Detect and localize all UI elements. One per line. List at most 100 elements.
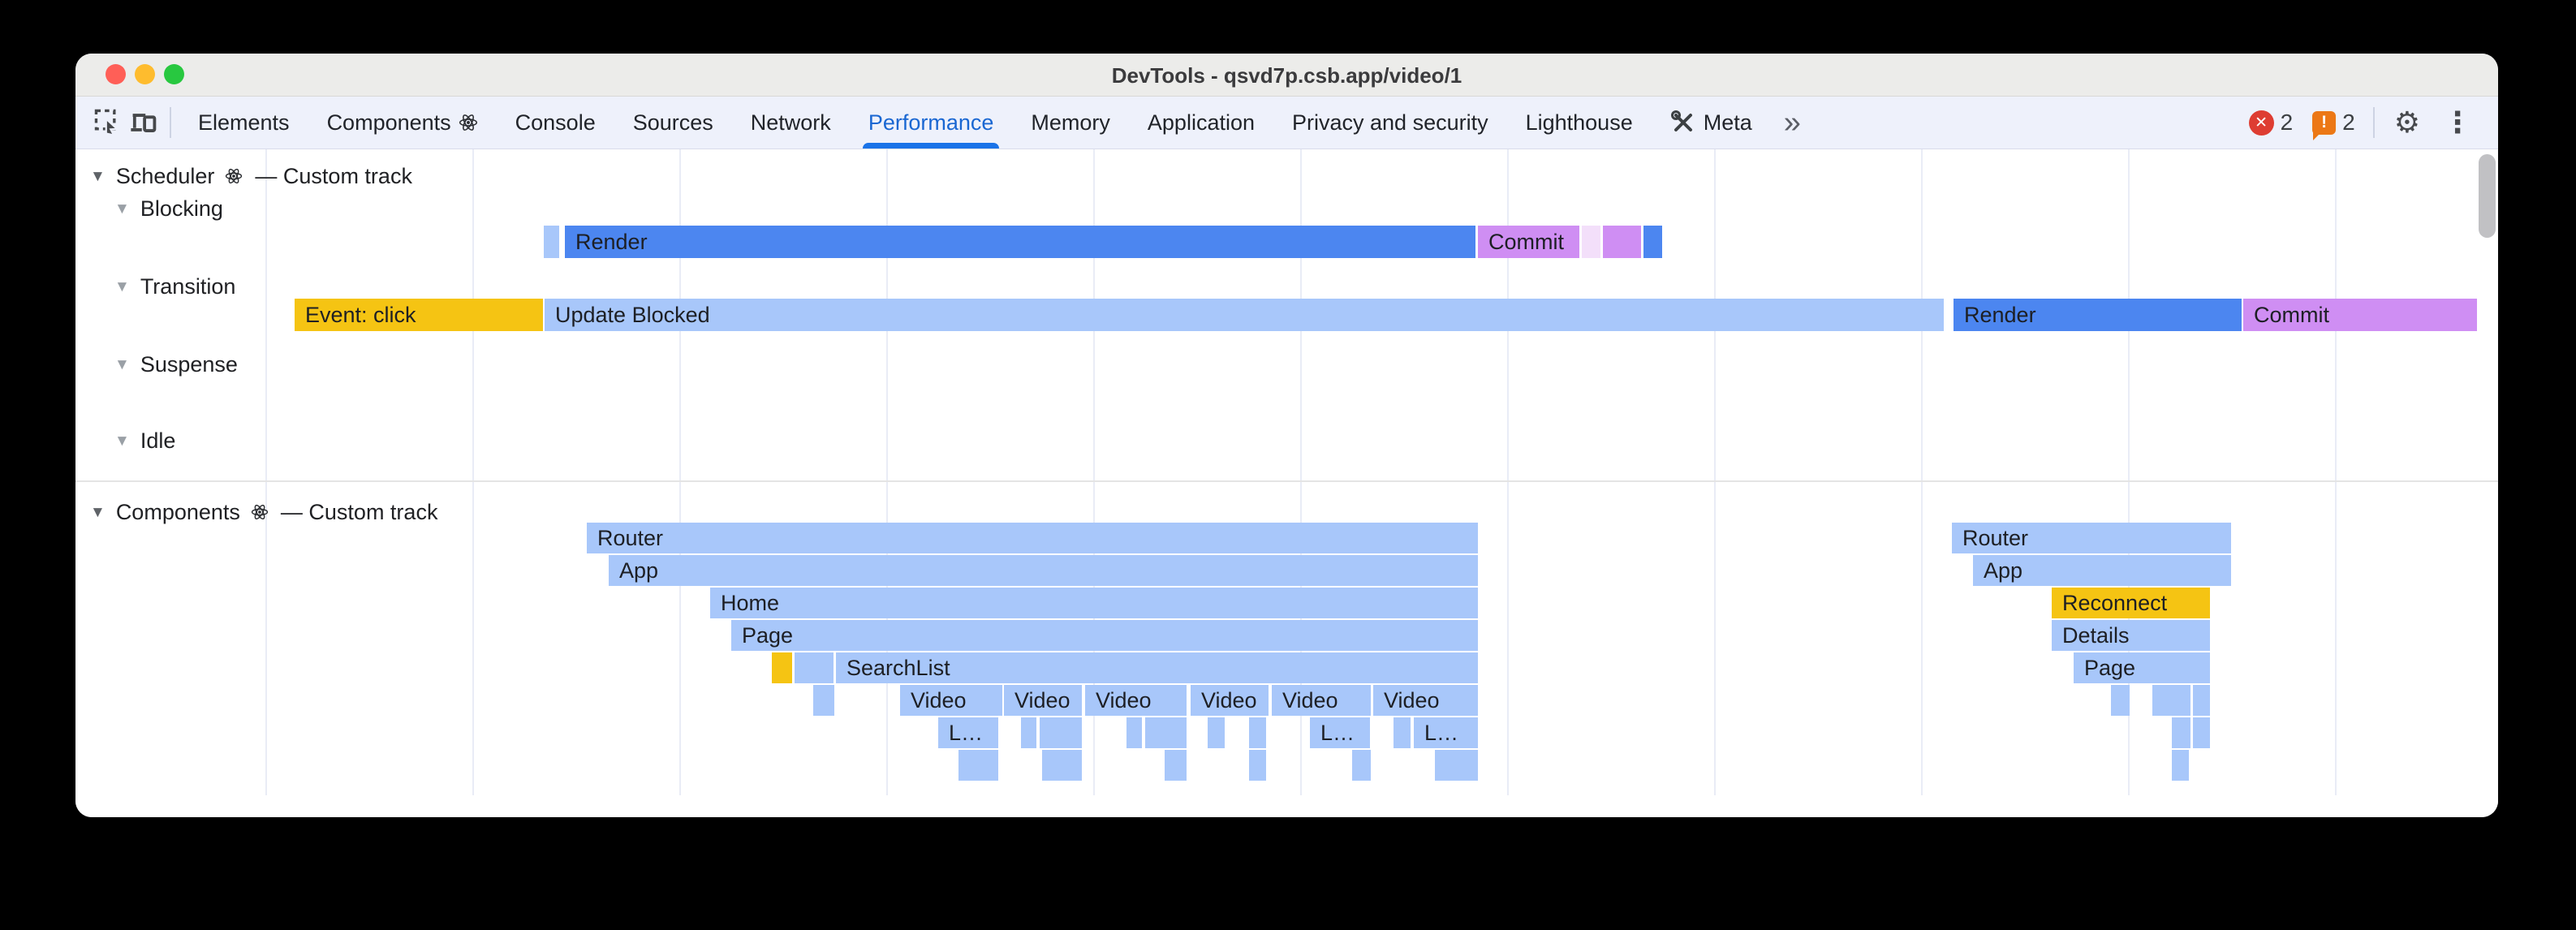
tab-performance[interactable]: Performance — [850, 97, 1013, 149]
traffic-light-minimize-button[interactable] — [135, 64, 155, 84]
tab-label: Performance — [868, 110, 994, 135]
flame-bar-video[interactable]: Video — [1004, 685, 1082, 716]
kebab-menu-icon[interactable]: ⋮ — [2443, 105, 2472, 139]
gridline — [1921, 149, 1923, 795]
window-title: DevTools - qsvd7p.csb.app/video/1 — [1111, 63, 1462, 88]
collapse-arrow-icon[interactable]: ▼ — [114, 278, 130, 295]
flame-bar[interactable] — [1145, 717, 1187, 748]
track-label-tail: — Custom track — [255, 163, 412, 188]
flame-bar[interactable] — [1249, 717, 1266, 748]
flame-bar-searchlist[interactable]: SearchList — [836, 652, 1478, 683]
collapse-arrow-icon[interactable]: ▼ — [90, 504, 106, 521]
inspect-element-icon[interactable] — [90, 105, 126, 140]
tab-privacy-and-security[interactable]: Privacy and security — [1273, 97, 1507, 149]
flame-bar-home[interactable]: Home — [710, 588, 1478, 618]
flame-bar-video[interactable]: Video — [1373, 685, 1478, 716]
flame-bar[interactable] — [958, 750, 998, 781]
tab-console[interactable]: Console — [497, 97, 614, 149]
flame-bar-l[interactable]: L… — [938, 717, 998, 748]
tab-elements[interactable]: Elements — [179, 97, 308, 149]
tab-meta[interactable]: Meta — [1652, 97, 1771, 149]
flame-bar-l[interactable]: L… — [1310, 717, 1370, 748]
device-toolbar-icon[interactable] — [126, 105, 162, 140]
flame-bar[interactable] — [1021, 717, 1036, 748]
flame-bar-page[interactable]: Page — [2074, 652, 2210, 683]
tab-memory[interactable]: Memory — [1012, 97, 1129, 149]
track-label-text: Blocking — [140, 196, 223, 221]
flame-bar[interactable] — [2111, 685, 2130, 716]
flame-bar[interactable] — [2193, 717, 2210, 748]
flame-bar[interactable] — [1352, 750, 1371, 781]
tab-network[interactable]: Network — [732, 97, 850, 149]
flame-bar[interactable] — [1040, 717, 1082, 748]
flame-bar[interactable] — [2152, 685, 2190, 716]
devtools-toolbar: Elements Components Console Sources Network P… — [75, 97, 2498, 149]
flame-bar[interactable] — [1126, 717, 1142, 748]
flame-bar-render[interactable]: Render — [565, 226, 1475, 258]
track-label-idle[interactable]: ▼ Idle — [114, 427, 175, 454]
flame-bar[interactable] — [2172, 750, 2189, 781]
gridline — [1507, 149, 1509, 795]
collapse-arrow-icon[interactable]: ▼ — [90, 168, 106, 185]
track-content: ▼ Scheduler — Custom track ▼ Blocking ▼ Transi… — [75, 149, 2498, 817]
tab-label: Network — [750, 110, 831, 135]
flame-bar-commit[interactable]: Commit — [1478, 226, 1579, 258]
flame-bar-video[interactable]: Video — [1191, 685, 1269, 716]
flame-bar-reconnect[interactable]: Reconnect — [2052, 588, 2210, 618]
flame-bar[interactable] — [1208, 717, 1225, 748]
flame-bar-event-click[interactable]: Event: click — [295, 299, 543, 331]
flame-bar-video[interactable]: Video — [1085, 685, 1187, 716]
flame-bar-l[interactable]: L… — [1414, 717, 1478, 748]
flame-bar-render[interactable]: Render — [1954, 299, 2242, 331]
traffic-light-close-button[interactable] — [106, 64, 126, 84]
atom-icon — [226, 168, 243, 184]
track-separator — [75, 480, 2498, 482]
more-tabs-chevron-icon[interactable]: » — [1783, 105, 1801, 140]
flame-bar[interactable] — [772, 652, 792, 683]
flame-bar-commit[interactable]: Commit — [2243, 299, 2477, 331]
settings-gear-icon[interactable]: ⚙ — [2393, 105, 2420, 139]
flame-bar[interactable] — [1435, 750, 1478, 781]
track-label-suspense[interactable]: ▼ Suspense — [114, 351, 238, 378]
flame-bar[interactable] — [2172, 717, 2190, 748]
flame-bar-page[interactable]: Page — [731, 620, 1478, 651]
atom-icon — [459, 114, 477, 131]
flame-bar[interactable] — [795, 652, 834, 683]
tab-components[interactable]: Components — [308, 97, 497, 149]
flame-bar[interactable] — [1582, 226, 1600, 258]
flame-bar-details[interactable]: Details — [2052, 620, 2210, 651]
tab-lighthouse[interactable]: Lighthouse — [1507, 97, 1652, 149]
collapse-arrow-icon[interactable]: ▼ — [114, 200, 130, 217]
tab-sources[interactable]: Sources — [614, 97, 732, 149]
flame-bar-app[interactable]: App — [1973, 555, 2231, 586]
traffic-light-zoom-button[interactable] — [164, 64, 184, 84]
tab-application[interactable]: Application — [1129, 97, 1273, 149]
flame-bar[interactable] — [1249, 750, 1266, 781]
error-badge[interactable]: ✕ 2 — [2248, 110, 2293, 136]
flame-bar[interactable] — [544, 226, 559, 258]
flame-bar[interactable] — [1042, 750, 1082, 781]
gridline — [2335, 149, 2337, 795]
collapse-arrow-icon[interactable]: ▼ — [114, 433, 130, 450]
flame-bar-router[interactable]: Router — [587, 523, 1478, 553]
track-label-scheduler[interactable]: ▼ Scheduler — Custom track — [90, 162, 412, 190]
flame-bar-update-blocked[interactable]: Update Blocked — [545, 299, 1944, 331]
flame-bar-video[interactable]: Video — [900, 685, 1002, 716]
track-label-transition[interactable]: ▼ Transition — [114, 273, 235, 300]
flame-bar[interactable] — [1165, 750, 1187, 781]
warning-count: 2 — [2342, 110, 2355, 135]
flame-bar[interactable] — [1394, 717, 1411, 748]
tab-label: Console — [515, 110, 596, 135]
flame-bar-video[interactable]: Video — [1272, 685, 1371, 716]
scrollbar-thumb[interactable] — [2479, 154, 2496, 238]
flame-bar-router[interactable]: Router — [1952, 523, 2231, 553]
flame-bar[interactable] — [2193, 685, 2210, 716]
collapse-arrow-icon[interactable]: ▼ — [114, 356, 130, 373]
track-label-blocking[interactable]: ▼ Blocking — [114, 195, 223, 222]
flame-bar[interactable] — [1643, 226, 1662, 258]
flame-bar[interactable] — [813, 685, 834, 716]
track-label-components[interactable]: ▼ Components — Custom track — [90, 498, 437, 526]
flame-bar[interactable] — [1603, 226, 1641, 258]
warning-badge[interactable]: ! 2 — [2312, 110, 2355, 140]
flame-bar-app[interactable]: App — [609, 555, 1478, 586]
